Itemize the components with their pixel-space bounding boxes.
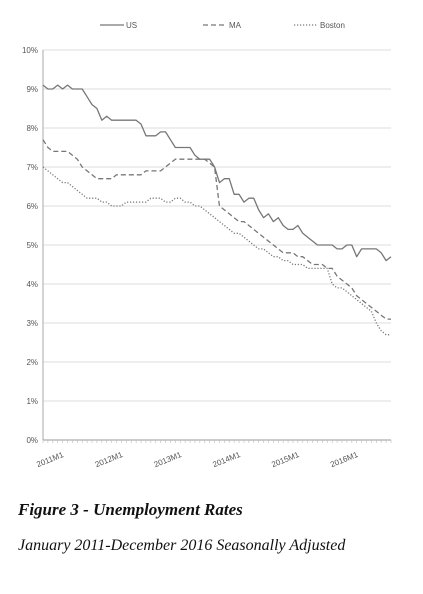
x-tick-label: 2013M1 [153,450,184,469]
y-tick-label: 4% [26,280,38,289]
legend-label-us: US [126,21,137,30]
figure-title: Figure 3 - Unemployment Rates [18,500,243,519]
y-tick-label: 7% [26,163,38,172]
y-tick-label: 3% [26,319,38,328]
x-tick-label: 2016M1 [329,450,360,469]
y-tick-label: 5% [26,241,38,250]
y-tick-label: 8% [26,124,38,133]
x-tick-label: 2011M1 [35,450,65,469]
axes: 0% 1% 2% 3% 4% 5% 6% 7% 8% 9% 10% 2011M1 2012M1 2013M… [22,46,392,469]
legend-label-ma: MA [229,21,242,30]
y-tick-label: 2% [26,358,38,367]
unemployment-line-chart: 0% 1% 2% 3% 4% 5% 6% 7% 8% 9% 10% 2011M1 2012M1 2013M… [22,21,392,469]
x-tick-label: 2014M1 [211,450,242,469]
series-line-us [42,84,392,262]
gridlines [43,49,391,441]
x-tick-label: 2015M1 [270,450,301,469]
y-tick-label: 0% [26,436,38,445]
series-lines [42,84,392,336]
figure-subtitle: January 2011-December 2016 Seasonally Ad… [18,537,346,554]
y-tick-label: 6% [26,202,38,211]
y-tick-label: 10% [22,46,38,55]
series-line-ma [42,139,391,320]
x-tick-label: 2012M1 [94,450,125,469]
legend: US MA Boston [100,21,345,30]
series-line-boston [42,166,391,336]
legend-label-boston: Boston [320,21,345,30]
y-tick-label: 9% [26,85,38,94]
y-tick-label: 1% [26,397,38,406]
